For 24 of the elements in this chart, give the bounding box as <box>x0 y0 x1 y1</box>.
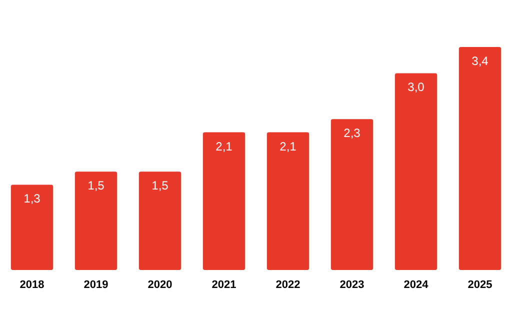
x-tick-label: 2021 <box>212 278 236 291</box>
x-tick-label: 2019 <box>84 278 108 291</box>
bar <box>138 172 182 270</box>
bar <box>394 73 438 270</box>
bar <box>74 172 118 270</box>
bar <box>266 132 310 270</box>
x-tick-label: 2018 <box>20 278 44 291</box>
data-label: 3,0 <box>408 80 425 94</box>
bar <box>330 119 374 270</box>
data-label: 1,3 <box>24 192 41 206</box>
x-tick-label: 2023 <box>340 278 364 291</box>
data-label: 2,3 <box>344 126 361 140</box>
data-label: 2,1 <box>216 139 233 154</box>
bar <box>202 132 246 270</box>
x-tick-label: 2024 <box>404 278 430 291</box>
data-label: 2,1 <box>280 139 297 154</box>
data-label: 1,5 <box>152 178 169 193</box>
x-tick-label: 2025 <box>468 278 492 291</box>
x-tick-label: 2020 <box>148 278 172 291</box>
x-tick-label: 2022 <box>276 278 300 291</box>
data-label: 3,4 <box>472 54 489 68</box>
bar <box>10 184 54 270</box>
bar <box>458 47 502 270</box>
data-label: 1,5 <box>88 178 105 193</box>
